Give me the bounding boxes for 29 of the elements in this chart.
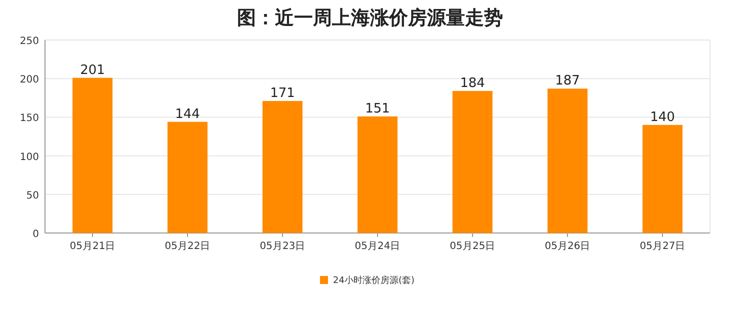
x-tick-label: 05月23日 <box>260 241 306 252</box>
data-label: 140 <box>650 110 675 125</box>
data-label: 144 <box>175 106 200 122</box>
bar <box>452 90 492 233</box>
bar <box>548 88 588 233</box>
x-tick-label: 05月25日 <box>450 241 496 252</box>
x-tick-label: 05月22日 <box>164 241 210 252</box>
bar <box>642 124 682 233</box>
bar <box>72 78 112 233</box>
data-label: 201 <box>80 62 105 78</box>
y-tick-label: 150 <box>20 113 39 124</box>
data-label: 171 <box>270 86 295 101</box>
legend-label: 24小时涨价房源(套) <box>333 275 414 286</box>
y-tick-label: 50 <box>26 190 39 202</box>
x-tick-label: 05月26日 <box>544 241 590 252</box>
bar <box>358 116 398 233</box>
data-label: 151 <box>365 101 390 116</box>
bar <box>168 122 208 233</box>
x-tick-label: 05月27日 <box>640 241 686 252</box>
data-label: 187 <box>555 74 580 89</box>
x-tick-label: 05月21日 <box>70 241 116 252</box>
x-tick-label: 05月24日 <box>354 241 400 252</box>
y-tick-label: 200 <box>20 74 39 86</box>
chart-title: 图：近一周上海涨价房源量走势 <box>237 7 503 29</box>
y-tick-label: 250 <box>20 36 39 47</box>
y-tick-label: 0 <box>32 229 39 240</box>
data-label: 184 <box>460 76 485 91</box>
bar <box>262 100 302 233</box>
y-tick-label: 100 <box>20 152 39 163</box>
